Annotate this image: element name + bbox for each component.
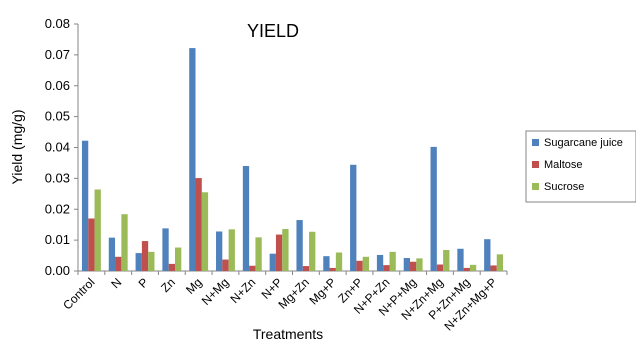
x-tick-label: N+Zn [228, 275, 259, 306]
legend-swatch [532, 139, 539, 146]
y-tick-label: 0.08 [45, 16, 70, 31]
bar [323, 256, 330, 271]
bar [282, 229, 289, 271]
bar [469, 264, 477, 271]
bar [201, 192, 209, 271]
y-tick-label: 0.07 [45, 47, 70, 62]
bar [216, 231, 223, 271]
y-tick-label: 0.03 [45, 170, 70, 185]
bar [195, 178, 202, 271]
legend-swatch [532, 161, 539, 168]
x-tick-label: Mg+P [307, 275, 339, 307]
bar [108, 237, 116, 271]
y-tick-label: 0.02 [45, 201, 70, 216]
plot-area: 0.00 0.01 0.02 0.03 0.04 0.05 0.06 0.07 0.08 Cont… [45, 16, 508, 333]
bar [189, 48, 196, 271]
legend-box [525, 130, 636, 203]
bar [436, 264, 444, 271]
bar [115, 256, 122, 271]
bar [88, 218, 95, 271]
x-tick-label: N+Mg [199, 275, 232, 308]
bar [350, 164, 357, 271]
bar [309, 231, 316, 271]
y-tick-label: 0.00 [45, 263, 70, 278]
legend-swatch [532, 183, 539, 190]
bar [457, 248, 464, 271]
legend-entry: Sugarcane juice [544, 137, 623, 149]
y-axis-title: Yield (mg/g) [9, 110, 25, 185]
bar [81, 140, 89, 271]
bar [376, 254, 384, 271]
y-tick-label: 0.01 [45, 232, 70, 247]
bar [362, 256, 369, 271]
bar [141, 241, 149, 271]
bar [135, 253, 142, 271]
x-tick-label: N [108, 275, 124, 291]
bar [383, 265, 390, 271]
bar [222, 259, 229, 271]
x-tick-label: Mg [183, 275, 205, 297]
bar [389, 251, 396, 271]
bar [162, 228, 169, 271]
x-tick-label: Zn [158, 275, 178, 295]
bar [228, 229, 235, 271]
y-tick-label: 0.06 [45, 78, 70, 93]
bar [168, 263, 175, 271]
bar [302, 266, 310, 271]
x-tick-label: Mg+Zn [275, 275, 312, 312]
x-axis-title: Treatments [253, 326, 323, 342]
bar [496, 254, 504, 271]
bar [174, 247, 182, 271]
bar [121, 214, 128, 271]
bar [416, 258, 423, 271]
bar [94, 189, 101, 271]
legend-entry: Sucrose [544, 181, 584, 193]
bar [269, 253, 276, 271]
bar [443, 250, 450, 271]
x-tick-label: Control [60, 275, 97, 312]
bar [296, 220, 303, 271]
bar [255, 237, 262, 271]
bar [148, 251, 155, 271]
bar [335, 252, 343, 271]
bar [403, 258, 411, 271]
bar [484, 239, 491, 271]
bar [275, 234, 283, 271]
y-tick-label: 0.04 [45, 140, 70, 155]
legend-entry: Maltose [544, 159, 583, 171]
legend: Sugarcane juice Maltose Sucrose [525, 130, 636, 203]
chart-title: YIELD [247, 21, 299, 41]
x-tick-label: P [136, 275, 152, 291]
bar [356, 260, 363, 271]
bar [430, 146, 437, 271]
y-tick-label: 0.05 [45, 109, 70, 124]
bar [490, 265, 497, 271]
bar [329, 267, 336, 271]
bar [463, 267, 470, 271]
bar [242, 166, 250, 271]
bar [410, 261, 417, 271]
bar [249, 265, 256, 271]
